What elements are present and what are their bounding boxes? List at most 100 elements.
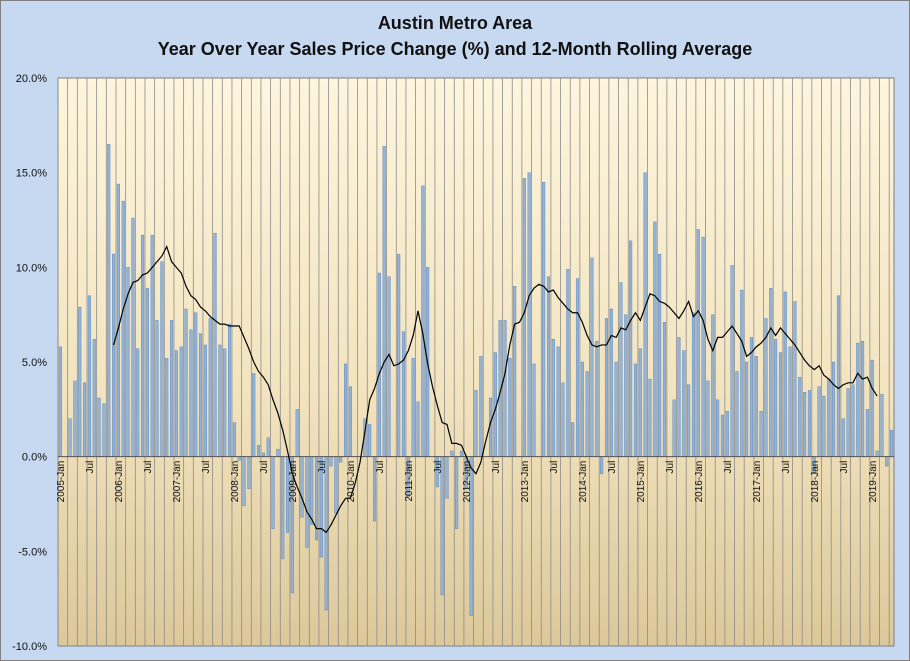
bar	[856, 342, 860, 457]
yoy-bars	[58, 144, 894, 616]
bar	[281, 456, 285, 560]
bar	[136, 348, 140, 457]
bar	[653, 221, 657, 457]
bar	[339, 456, 343, 463]
rolling-average-line	[112, 244, 878, 534]
x-tick-label: 2015-Jan	[636, 461, 647, 503]
bar	[78, 306, 82, 457]
bar	[865, 409, 869, 457]
bar	[561, 382, 565, 457]
x-tick-label: 2009-Jan	[288, 461, 299, 503]
x-tick-label: 2016-Jan	[694, 461, 705, 503]
bar	[595, 340, 599, 457]
bar	[788, 346, 792, 457]
y-tick-label: 10.0%	[16, 262, 47, 274]
bar	[701, 236, 705, 457]
x-tick-label: 2010-Jan	[346, 461, 357, 503]
bar	[257, 445, 261, 457]
bar	[377, 272, 381, 457]
bar	[624, 314, 628, 457]
bar	[575, 278, 580, 457]
x-tick-label: Jul	[723, 461, 734, 474]
bar	[672, 399, 676, 457]
bar	[706, 380, 710, 457]
bar	[778, 352, 782, 457]
bar	[416, 401, 420, 457]
x-tick-label: Jul	[375, 461, 386, 474]
bar	[513, 286, 517, 457]
bar	[832, 361, 836, 457]
bar	[411, 358, 415, 457]
bar	[208, 318, 212, 457]
bar	[556, 346, 560, 457]
bar	[827, 378, 831, 457]
x-tick-label: Jul	[781, 461, 792, 474]
bar	[455, 456, 459, 529]
bar	[343, 363, 348, 457]
bar	[619, 282, 623, 457]
bar	[585, 371, 589, 457]
bar	[324, 456, 328, 611]
bar	[720, 414, 724, 457]
bar	[189, 329, 193, 457]
bar	[875, 450, 879, 457]
bar	[648, 378, 652, 457]
bar	[213, 233, 217, 457]
x-tick-label: 2019-Jan	[868, 461, 879, 503]
bar	[711, 314, 715, 457]
bar	[368, 424, 372, 457]
bar	[571, 422, 575, 457]
bar	[247, 456, 251, 490]
bar	[266, 437, 270, 457]
bar	[203, 344, 207, 457]
x-axis-ticks: 2005-Jan Jul 2006-Jan Jul 2007-Jan Jul 2008-Ja…	[56, 461, 879, 503]
bar	[421, 185, 425, 457]
x-tick-label: 2007-Jan	[172, 461, 183, 503]
bar	[836, 295, 840, 457]
bar	[580, 361, 584, 457]
bar	[643, 172, 647, 457]
bar	[387, 276, 391, 457]
bar	[68, 418, 72, 457]
bar	[745, 361, 749, 457]
x-tick-label: 2005-Jan	[56, 461, 67, 503]
x-tick-label: 2014-Jan	[578, 461, 589, 503]
bar	[638, 348, 642, 457]
x-tick-label: 2018-Jan	[810, 461, 821, 503]
bar	[218, 344, 222, 457]
bar	[237, 456, 241, 461]
bar	[527, 172, 531, 457]
bar	[503, 320, 507, 457]
bar	[542, 181, 546, 457]
bar	[600, 456, 604, 474]
y-tick-label: 5.0%	[22, 357, 47, 369]
bar	[401, 331, 406, 457]
bar	[687, 384, 691, 457]
bar	[677, 337, 681, 457]
bar	[141, 234, 145, 457]
x-tick-label: 2011-Jan	[404, 461, 415, 502]
bar	[774, 339, 778, 457]
bar	[112, 253, 116, 457]
bar	[397, 253, 401, 457]
bar	[817, 386, 821, 457]
y-tick-label: -5.0%	[18, 546, 47, 558]
x-tick-label: Jul	[549, 461, 560, 474]
bar	[87, 295, 91, 457]
bar	[890, 429, 894, 457]
bar	[73, 380, 77, 457]
bar	[783, 291, 787, 457]
bar	[716, 399, 720, 457]
bar	[92, 339, 96, 457]
bar	[228, 323, 232, 457]
bar	[841, 418, 845, 457]
bar	[870, 359, 874, 457]
bar	[861, 340, 865, 457]
x-tick-label: Jul	[607, 461, 618, 474]
bar	[348, 386, 352, 457]
bar	[382, 145, 386, 457]
bar	[184, 308, 188, 457]
bar	[440, 456, 444, 596]
x-tick-label: Jul	[317, 461, 328, 474]
bar	[223, 348, 227, 457]
